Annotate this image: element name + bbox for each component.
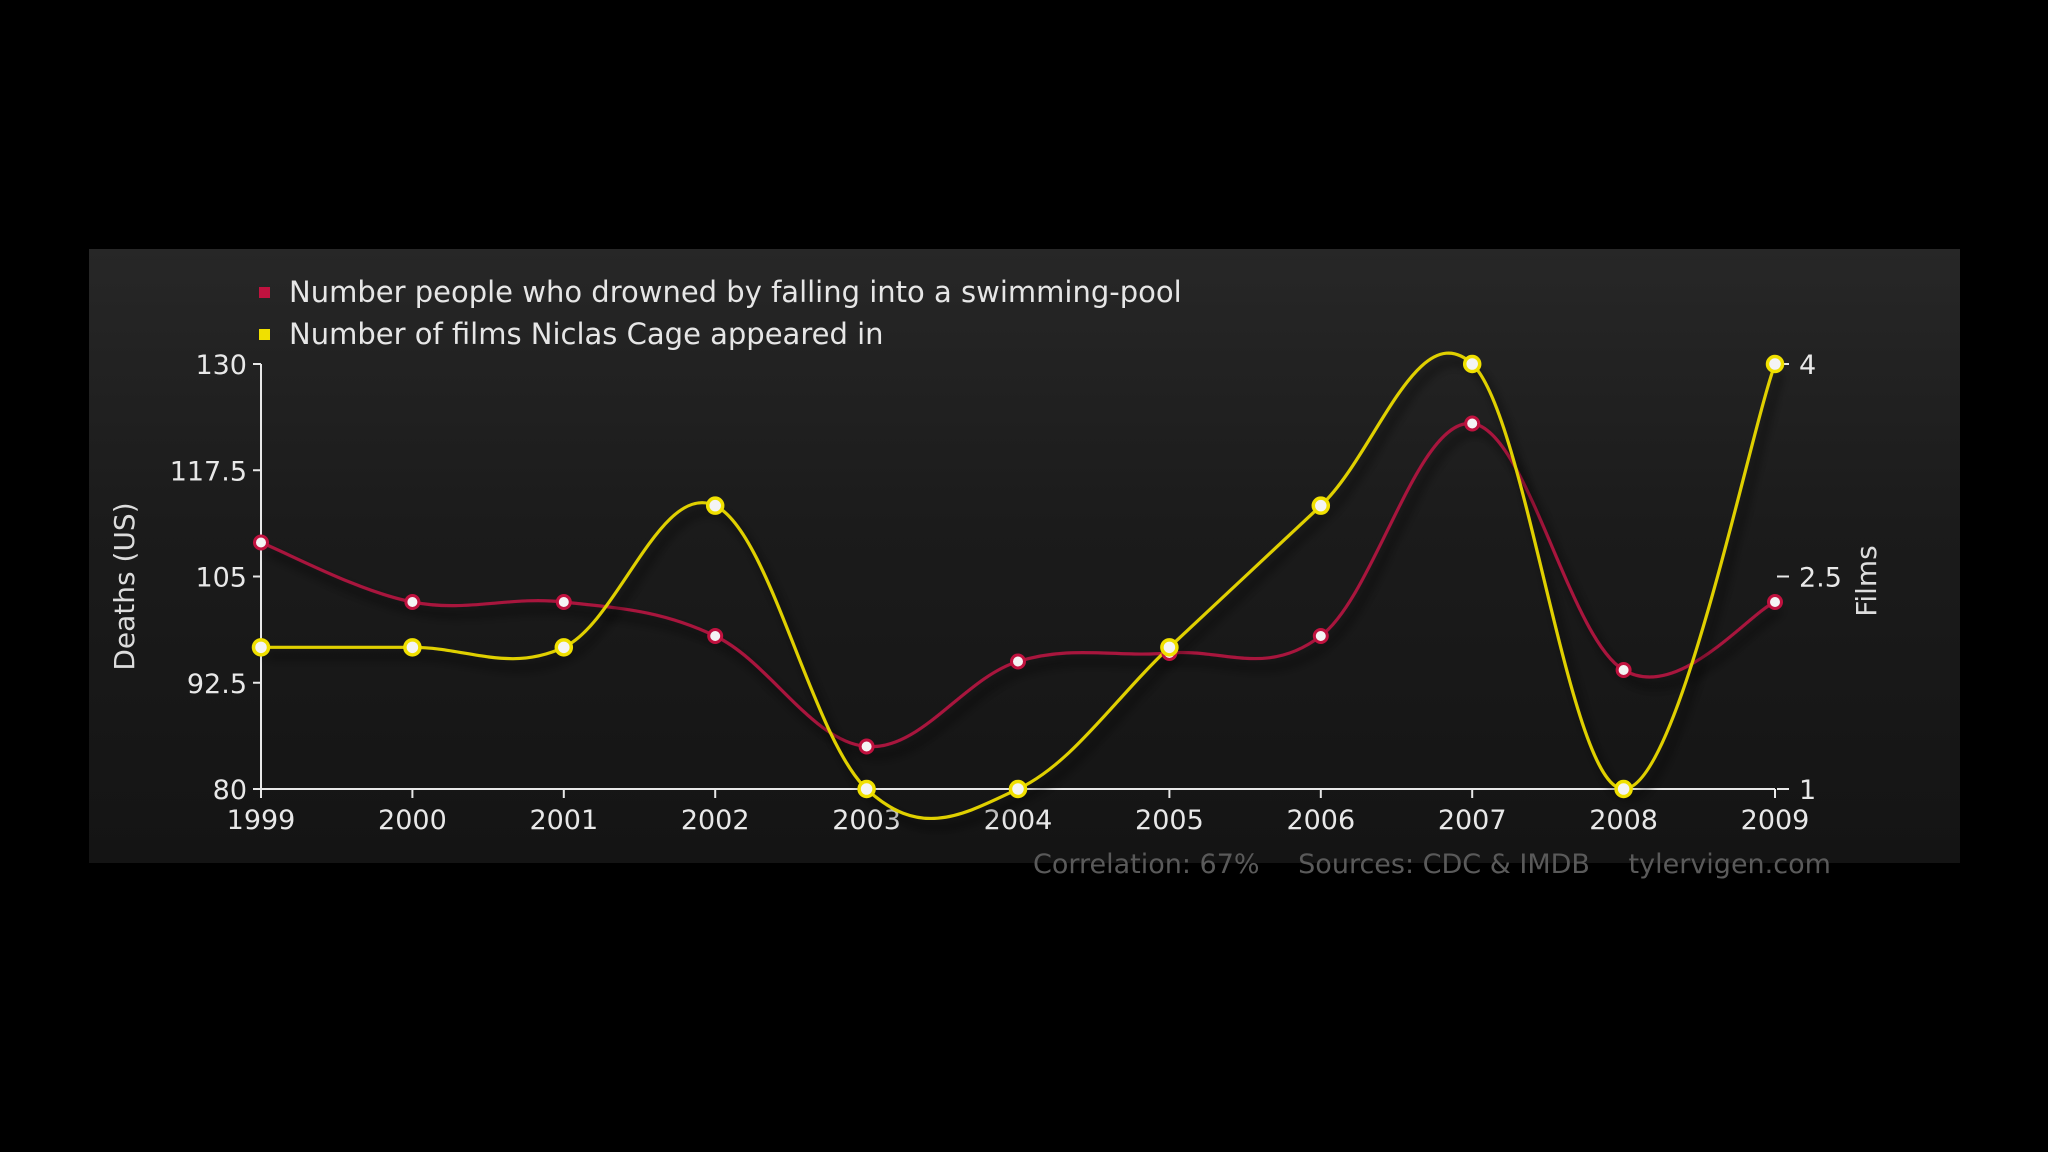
data-point-films (857, 779, 876, 799)
data-point-drowning (1615, 662, 1632, 678)
legend-label-films: Number of films Niclas Cage appeared in (289, 317, 884, 351)
data-point-drowning (1312, 628, 1329, 644)
legend: Number people who drowned by falling int… (259, 271, 1182, 355)
left-tick-label: 92.5 (187, 669, 247, 700)
x-tick-label: 2006 (1286, 805, 1355, 836)
data-point-drowning (404, 594, 421, 610)
series-line-films (261, 351, 1777, 821)
x-tick-label: 2008 (1589, 805, 1658, 836)
data-point-drowning (1010, 653, 1026, 670)
y-axis-title: Deaths (US) (108, 502, 141, 670)
data-point-drowning (555, 594, 572, 610)
series-layer (260, 351, 1777, 821)
left-tick-label: 130 (195, 350, 247, 381)
x-tick-label: 2001 (529, 805, 598, 836)
data-point-drowning (1464, 415, 1481, 432)
legend-label-drowning: Number people who drowned by falling int… (289, 275, 1182, 309)
left-tick-label: 80 (213, 775, 247, 806)
x-tick-label: 1999 (227, 805, 296, 836)
data-point-films (1765, 354, 1785, 374)
chart-panel: 80 92.5 105 117.5 130 1 2.5 4 1999 2000 2001 2002 20… (89, 249, 1960, 880)
points-layer (251, 354, 1785, 799)
data-point-films (1311, 496, 1331, 515)
series-line-drowning (260, 421, 1776, 749)
data-point-films (1462, 354, 1482, 374)
data-point-drowning (253, 534, 269, 551)
footer-credits: Correlation: 67% Sources: CDC & IMDB tyl… (1033, 849, 1831, 880)
legend-swatch-films (259, 328, 270, 340)
x-tick-label: 2005 (1135, 805, 1204, 836)
site-text: tylervigen.com (1628, 849, 1831, 880)
right-tick-label: 1 (1799, 775, 1816, 806)
data-point-films (1160, 638, 1179, 657)
data-point-drowning (707, 628, 724, 644)
data-point-films (1614, 779, 1633, 799)
x-tick-label: 2009 (1741, 805, 1810, 836)
data-point-drowning (1767, 594, 1783, 610)
x-tick-label: 2007 (1438, 805, 1507, 836)
axes-layer: 80 92.5 105 117.5 130 1 2.5 4 1999 2000 2001 2002 20… (108, 350, 1883, 836)
legend-item-films: Number of films Niclas Cage appeared in (259, 313, 1182, 355)
x-tick-label: 2000 (378, 805, 447, 836)
left-tick-label: 117.5 (170, 456, 247, 487)
data-point-films (705, 496, 725, 515)
data-point-films (403, 638, 422, 657)
data-point-films (554, 638, 574, 657)
data-point-drowning (858, 738, 875, 755)
legend-swatch-drowning (259, 286, 270, 298)
x-tick-label: 2002 (681, 805, 750, 836)
sources-text: Sources: CDC & IMDB (1298, 849, 1590, 880)
legend-item-drowning: Number people who drowned by falling int… (259, 271, 1182, 313)
data-point-films (1008, 779, 1028, 799)
x-tick-label: 2003 (832, 805, 901, 836)
data-point-films (251, 638, 271, 657)
x-tick-label: 2004 (984, 805, 1053, 836)
left-tick-label: 105 (195, 563, 247, 594)
right-tick-label: 2.5 (1799, 563, 1842, 594)
y2-axis-title: Films (1850, 545, 1883, 617)
right-tick-label: 4 (1799, 350, 1816, 381)
chart-svg: 80 92.5 105 117.5 130 1 2.5 4 1999 2000 2001 2002 20… (108, 350, 1883, 836)
correlation-text: Correlation: 67% (1033, 849, 1260, 880)
